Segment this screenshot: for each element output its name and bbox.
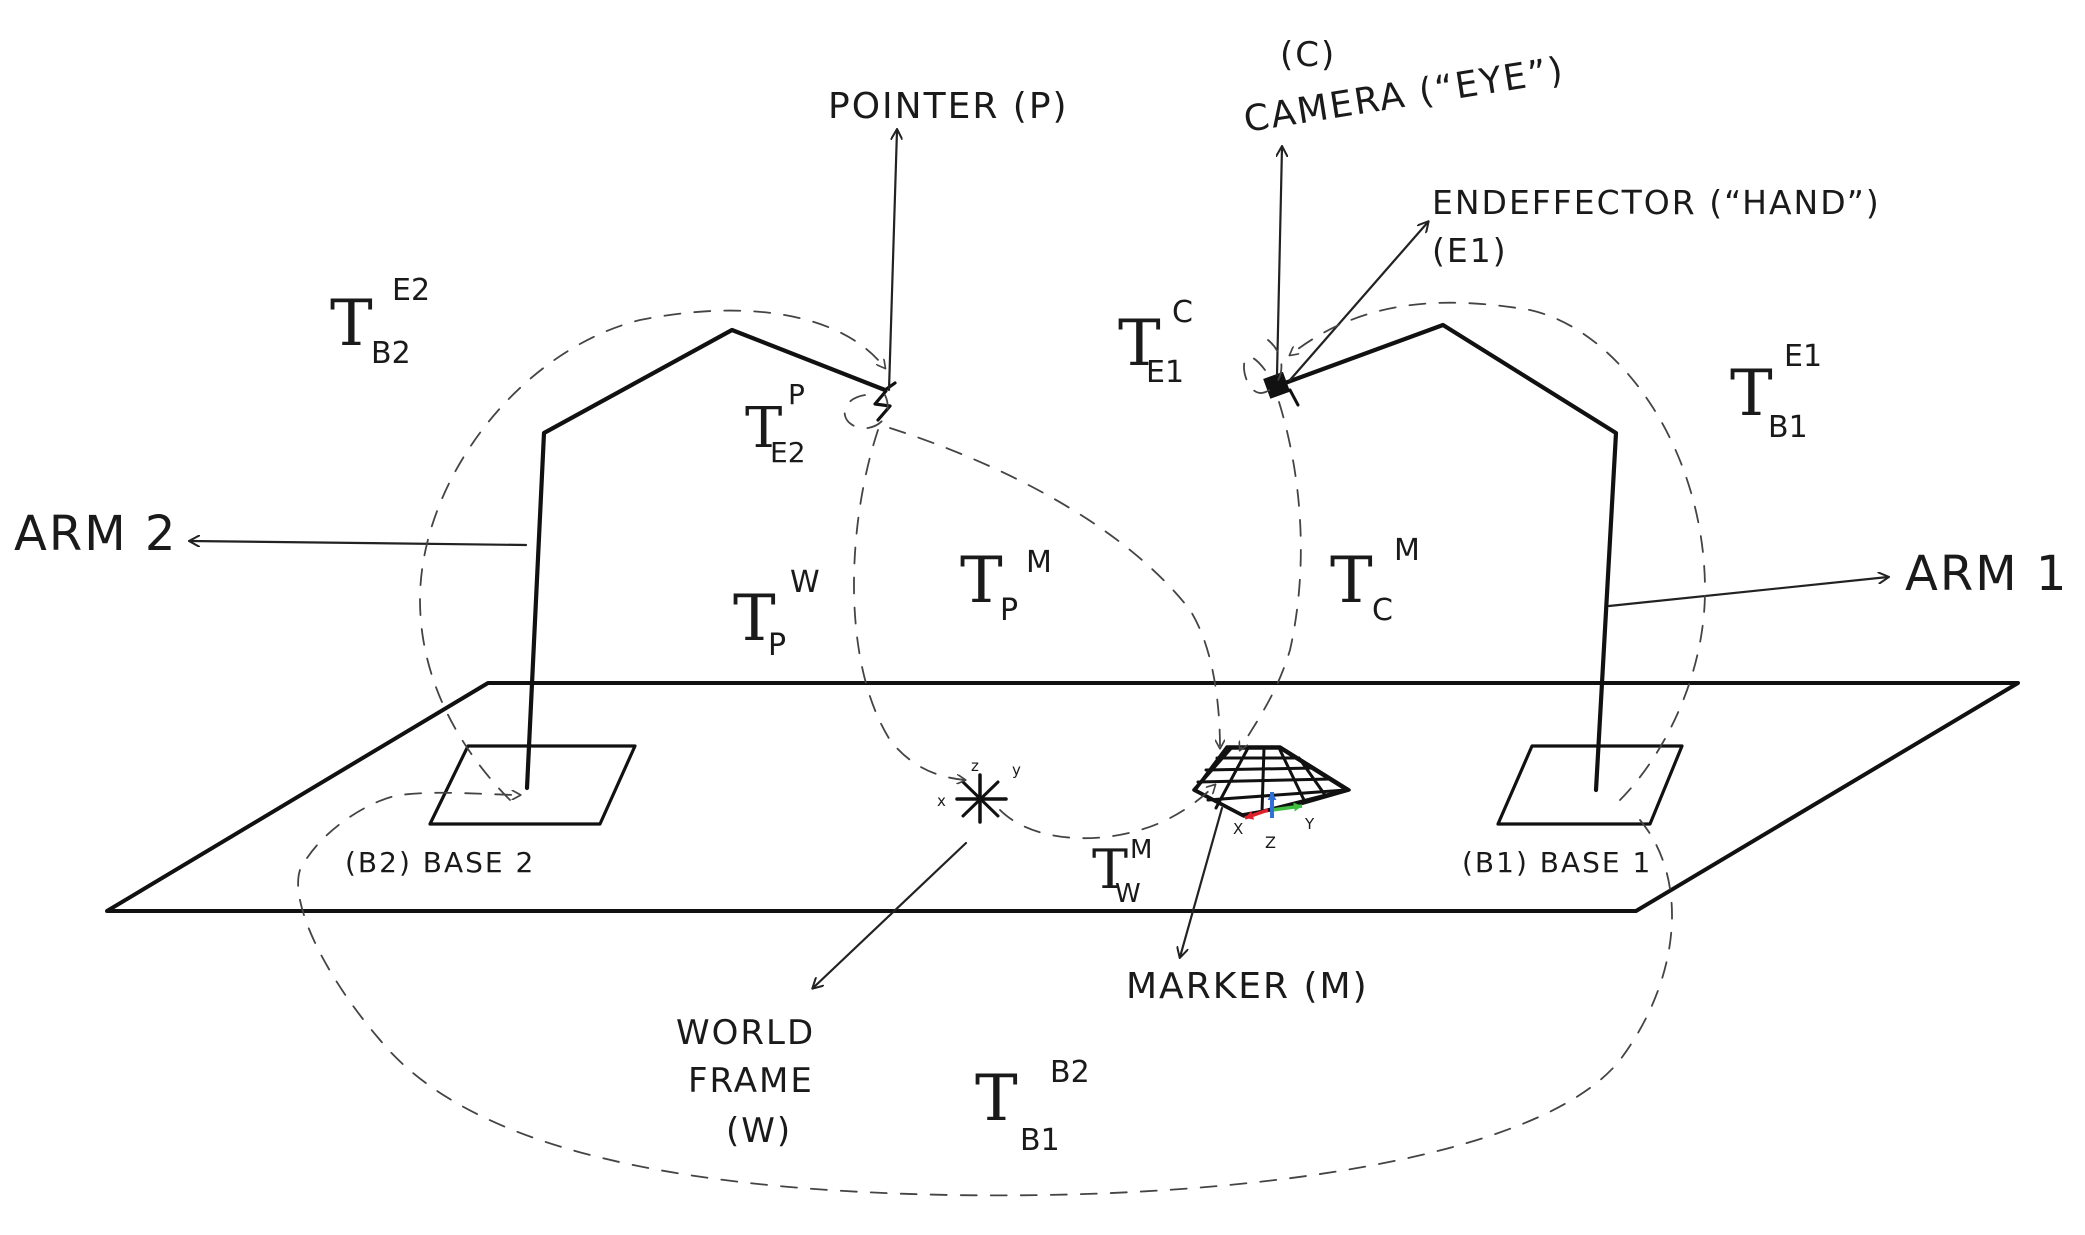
camera-leader-arrow — [1277, 147, 1282, 377]
transform-subscript: E2 — [770, 436, 806, 469]
transform-base: T — [960, 544, 1003, 618]
loop-T-E2-P — [843, 394, 889, 429]
transform-superscript: M — [1026, 545, 1052, 580]
transform-base: T — [1092, 838, 1128, 901]
loop-T-P-M — [889, 427, 1220, 748]
loop-T-C-M — [1240, 401, 1302, 750]
marker-y-axis — [1271, 802, 1303, 812]
world-leader-arrow — [813, 841, 968, 988]
world-frame-symbol: x y z — [937, 757, 1021, 824]
transform-superscript: P — [788, 378, 805, 411]
marker-leader-arrow — [1180, 806, 1224, 957]
loop-T-B1-B2 — [297, 793, 1673, 1197]
world-label-line3: (W) — [726, 1111, 792, 1151]
world-axis-z-label: z — [971, 757, 979, 775]
base2-label: (B2) BASE 2 — [345, 846, 535, 879]
arm1-leader-arrow — [1607, 577, 1888, 608]
world-label-line2: FRAME — [688, 1061, 814, 1101]
transform-superscript: M — [1130, 835, 1152, 865]
arm-2-links — [524, 327, 888, 791]
transform-T-B2-E2: T B2 E2 — [330, 273, 430, 371]
transform-base: T — [330, 287, 373, 361]
endeffector-leader-arrow — [1288, 222, 1428, 382]
world-axis-y-label: y — [1012, 761, 1021, 779]
marker-label: MARKER (M) — [1126, 966, 1369, 1007]
marker-axis-x-label: X — [1233, 820, 1243, 838]
loop-T-B2-E2 — [419, 309, 885, 801]
transform-subscript: B1 — [1020, 1123, 1060, 1158]
transform-subscript: E1 — [1146, 355, 1184, 390]
base-1-plate — [1496, 744, 1684, 826]
base1-label: (B1) BASE 1 — [1462, 846, 1652, 879]
endeffector-label: ENDEFFECTOR (“HAND”) — [1432, 183, 1881, 222]
pointer-leader-arrow — [887, 130, 897, 392]
camera-body — [1263, 371, 1291, 399]
marker-axis-z-label: Z — [1265, 833, 1276, 852]
transform-base: T — [733, 582, 776, 656]
transform-superscript: E2 — [392, 273, 430, 308]
transform-base: T — [1118, 307, 1161, 381]
world-label-line1: WORLD — [676, 1013, 815, 1053]
loop-T-P-W — [853, 429, 965, 780]
transform-superscript: E1 — [1784, 339, 1822, 374]
transform-subscript: P — [1000, 593, 1018, 628]
transform-base: T — [745, 396, 782, 461]
transform-base: T — [1730, 357, 1773, 431]
arm-1-links — [1282, 322, 1619, 793]
loop-T-W-M — [999, 785, 1215, 840]
transform-T-B1-B2: T B1 B2 — [975, 1055, 1090, 1158]
transform-T-P-M: T P M — [960, 544, 1052, 628]
arm2-leader-arrow — [190, 541, 528, 545]
transform-subscript: C — [1372, 593, 1393, 628]
camera-lens-mark — [1288, 388, 1300, 407]
transform-base: T — [1330, 544, 1373, 618]
transform-T-C-M: T C M — [1330, 533, 1420, 628]
transform-subscript: B2 — [371, 336, 411, 371]
camera-id-label: (C) — [1280, 35, 1336, 75]
transform-T-P-W: T P W — [733, 565, 820, 663]
transform-subscript: B1 — [1768, 410, 1808, 445]
arm2-label: ARM 2 — [14, 506, 177, 562]
table-plane — [105, 681, 2020, 913]
loop-T-B1-E1 — [1290, 301, 1706, 801]
base-2-plate — [428, 744, 637, 826]
transform-superscript: M — [1394, 533, 1420, 568]
transform-superscript: W — [790, 565, 820, 600]
transform-base: T — [975, 1062, 1018, 1136]
transform-T-W-M: T W M — [1092, 835, 1152, 909]
marker-x-axis — [1244, 808, 1269, 820]
endeffector-id-label: (E1) — [1432, 231, 1508, 270]
pointer-label: POINTER (P) — [828, 86, 1069, 127]
transform-T-E2-P: T E2 P — [745, 378, 806, 469]
arm1-label: ARM 1 — [1905, 546, 2068, 602]
transform-superscript: B2 — [1050, 1055, 1090, 1090]
world-axis-x-label: x — [937, 792, 946, 810]
loop-T-E1-C — [1243, 339, 1283, 394]
marker-axis-y-label: Y — [1304, 815, 1315, 833]
transform-T-E1-C: T E1 C — [1118, 295, 1193, 390]
transform-subscript: P — [768, 628, 786, 663]
transform-T-B1-E1: T B1 E1 — [1730, 339, 1822, 445]
transform-subscript: W — [1115, 879, 1141, 909]
transform-superscript: C — [1172, 295, 1193, 330]
